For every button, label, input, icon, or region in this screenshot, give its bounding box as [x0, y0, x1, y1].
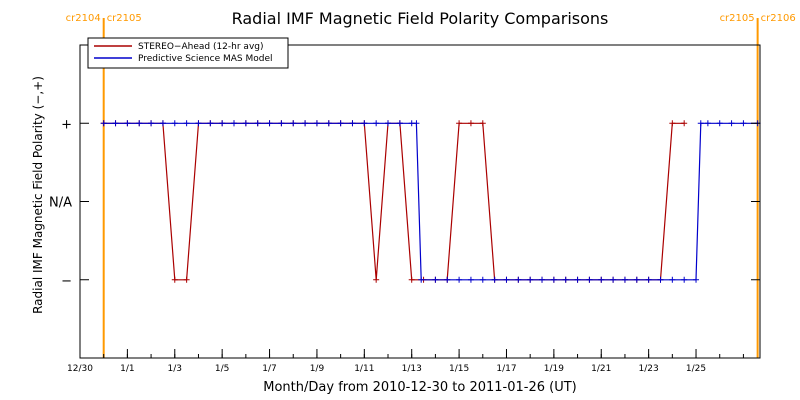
series-1-point	[302, 120, 309, 127]
x-tick-label: 1/21	[591, 364, 611, 374]
series-1-point	[527, 276, 534, 283]
series-1-point	[491, 276, 498, 283]
series-1-point	[539, 276, 546, 283]
series-1-point	[242, 120, 249, 127]
series-1-point	[349, 120, 356, 127]
legend: STEREO−Ahead (12-hr avg) Predictive Scien…	[87, 37, 289, 69]
series-0-point	[373, 276, 380, 283]
series-1-point	[432, 276, 439, 283]
series-1-point	[610, 276, 617, 283]
series-1-point	[669, 276, 676, 283]
y-tick-label: −	[61, 274, 72, 289]
series-1-point	[361, 120, 368, 127]
series-1-point	[124, 120, 131, 127]
series-1-point	[195, 120, 202, 127]
series-1-point	[621, 276, 628, 283]
series-1-point	[325, 120, 332, 127]
x-tick-label: 1/3	[168, 364, 182, 374]
series-1-point	[681, 276, 688, 283]
series-1-point	[385, 120, 392, 127]
series-0-point	[408, 276, 415, 283]
series-1-point	[418, 276, 425, 283]
carrington-label-right: cr2105	[107, 13, 142, 24]
x-tick-label: 1/1	[120, 364, 134, 374]
series-0-point	[479, 120, 486, 127]
legend-box	[87, 37, 289, 69]
series-0-point	[183, 276, 190, 283]
x-tick-label: 1/25	[686, 364, 706, 374]
carrington-label-right: cr2106	[761, 13, 796, 24]
series-1-point	[313, 120, 320, 127]
y-tick-label: +	[61, 117, 72, 132]
series-1-point	[373, 120, 380, 127]
carrington-rotation-markers: cr2104 cr2105 cr2105 cr2106	[66, 13, 796, 358]
series-1-point	[467, 276, 474, 283]
x-tick-label: 1/5	[215, 364, 229, 374]
data-series	[100, 120, 761, 283]
series-1-point	[562, 276, 569, 283]
series-0-point	[669, 120, 676, 127]
carrington-label-left: cr2105	[720, 13, 755, 24]
series-1-point	[266, 120, 273, 127]
x-tick-label: 12/30	[67, 364, 93, 374]
carrington-label-left: cr2104	[66, 13, 101, 24]
x-tick-label: 1/15	[449, 364, 469, 374]
series-1-point	[207, 120, 214, 127]
series-1-point	[337, 120, 344, 127]
series-0-point	[681, 120, 688, 127]
series-1-point	[148, 120, 155, 127]
chart-title: Radial IMF Magnetic Field Polarity Compa…	[232, 9, 609, 28]
x-tick-label: 1/11	[354, 364, 374, 374]
series-0-point	[467, 120, 474, 127]
series-1-point	[740, 120, 747, 127]
x-tick-label: 1/13	[402, 364, 422, 374]
series-1-point	[136, 120, 143, 127]
series-1-point	[159, 120, 166, 127]
series-1-point	[413, 120, 420, 127]
x-tick-label: 1/9	[310, 364, 325, 374]
series-line-1	[103, 122, 758, 281]
series-0-point	[171, 276, 178, 283]
series-1-point	[598, 276, 605, 283]
series-0-point	[456, 120, 463, 127]
series-1-point	[716, 120, 723, 127]
x-axis-label: Month/Day from 2010-12-30 to 2011-01-26 …	[263, 380, 576, 395]
series-1-point	[704, 120, 711, 127]
series-1-point	[444, 276, 451, 283]
x-tick-label: 1/19	[544, 364, 564, 374]
series-1-point	[183, 120, 190, 127]
series-1-point	[633, 276, 640, 283]
y-tick-label: N/A	[49, 196, 72, 211]
series-1-point	[657, 276, 664, 283]
x-tick-label: 1/17	[496, 364, 516, 374]
series-1-point	[171, 120, 178, 127]
series-1-point	[574, 276, 581, 283]
series-1-point	[515, 276, 522, 283]
series-1-point	[550, 276, 557, 283]
series-1-point	[254, 120, 261, 127]
series-1-point	[586, 276, 593, 283]
x-axis-ticks: 12/30 1/1 1/3 1/5 1/7 1/9 1/11 1/13 1/15 1/17 1/19…	[67, 349, 744, 374]
legend-label: STEREO−Ahead (12-hr avg)	[138, 42, 264, 52]
series-1-point	[219, 120, 226, 127]
series-1-point	[479, 276, 486, 283]
series-1-point	[728, 120, 735, 127]
series-1-point	[112, 120, 119, 127]
series-1-point	[645, 276, 652, 283]
series-1-point	[278, 120, 285, 127]
legend-label: Predictive Science MAS Model	[138, 54, 273, 64]
series-1-point	[503, 276, 510, 283]
series-1-point	[693, 276, 700, 283]
y-axis-label: Radial IMF Magnetic Field Polarity (−,+)	[31, 76, 45, 314]
series-1-point	[697, 120, 704, 127]
series-1-point	[396, 120, 403, 127]
y-axis-ticks: + N/A −	[49, 117, 760, 289]
series-1-point	[290, 120, 297, 127]
x-tick-label: 1/7	[262, 364, 276, 374]
series-1-point	[456, 276, 463, 283]
series-1-point	[100, 120, 107, 127]
series-1-point	[231, 120, 238, 127]
x-tick-label: 1/23	[639, 364, 659, 374]
